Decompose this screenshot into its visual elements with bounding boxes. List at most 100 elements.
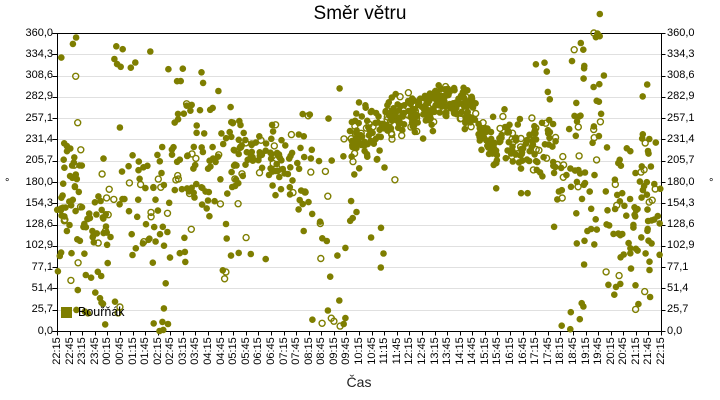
data-point: [552, 163, 559, 171]
data-point: [67, 276, 75, 285]
x-tick-label: 02:15: [151, 337, 164, 365]
data-point: [222, 134, 230, 142]
x-tick-label: 09:45: [340, 337, 353, 365]
data-point: [602, 188, 610, 195]
data-point: [294, 159, 301, 167]
data-point: [217, 176, 224, 183]
data-point: [100, 155, 107, 162]
data-point: [613, 191, 621, 199]
data-point: [300, 133, 308, 140]
data-point: [98, 170, 106, 178]
data-point: [493, 159, 500, 167]
data-point: [396, 92, 404, 101]
x-tick-label: 10:45: [365, 337, 378, 365]
data-point: [133, 213, 141, 221]
x-tick-label: 09:15: [327, 337, 340, 365]
data-point: [469, 114, 476, 122]
data-point: [525, 157, 533, 165]
data-point: [421, 94, 429, 101]
data-point: [301, 188, 309, 196]
data-point: [388, 130, 396, 139]
data-point: [364, 140, 372, 148]
data-point: [559, 152, 567, 161]
y-tick-label: 102,9: [667, 239, 695, 252]
data-point: [589, 139, 596, 147]
data-point: [635, 300, 642, 308]
data-point: [380, 250, 387, 257]
data-point: [176, 156, 184, 163]
data-point: [81, 308, 89, 315]
data-point: [81, 250, 88, 257]
data-point: [178, 185, 186, 193]
data-point: [308, 146, 316, 154]
y-tick-label: 308,6: [25, 69, 53, 82]
data-point: [182, 100, 191, 108]
data-point: [168, 146, 176, 153]
y-tick-label: 128,6: [25, 218, 53, 231]
data-point: [516, 115, 524, 123]
data-point: [524, 189, 531, 197]
data-point: [163, 209, 172, 218]
data-point: [587, 225, 595, 233]
data-point: [211, 197, 218, 205]
data-point: [409, 113, 417, 121]
data-point: [376, 147, 383, 154]
data-point: [235, 179, 242, 187]
y-tick-label: 282,9: [25, 90, 53, 103]
data-point: [152, 196, 159, 203]
y-tick-label: 257,1: [667, 111, 695, 124]
data-point: [204, 197, 212, 204]
data-point: [580, 75, 587, 82]
data-point: [240, 129, 247, 137]
data-point: [541, 141, 549, 148]
data-point: [85, 210, 93, 217]
data-point: [580, 181, 588, 189]
data-point: [188, 150, 196, 158]
data-point: [111, 298, 119, 306]
data-point: [358, 141, 365, 149]
data-point: [581, 169, 589, 176]
data-point: [363, 117, 371, 125]
data-point: [165, 199, 173, 207]
data-point: [638, 194, 645, 201]
data-point: [643, 178, 651, 186]
x-tick-label: 05:45: [239, 337, 252, 365]
y-tick-label: 51,4: [667, 281, 689, 294]
data-point: [228, 168, 235, 176]
data-point: [128, 230, 135, 238]
data-point: [396, 114, 404, 121]
data-point: [443, 112, 450, 120]
data-point: [71, 154, 78, 161]
data-point: [420, 105, 428, 113]
data-point: [135, 166, 142, 174]
data-point: [391, 176, 399, 184]
data-point: [435, 102, 443, 109]
data-point: [590, 83, 597, 91]
data-point: [156, 158, 164, 165]
data-point: [318, 319, 326, 327]
data-point: [229, 119, 237, 127]
data-point: [577, 39, 585, 47]
data-point: [625, 239, 632, 247]
data-point: [238, 170, 246, 178]
data-point: [150, 184, 157, 192]
data-point: [449, 100, 457, 107]
data-point: [617, 280, 624, 288]
x-tick-label: 03:45: [189, 337, 202, 365]
data-point: [160, 181, 168, 189]
data-point: [618, 189, 626, 197]
data-point: [654, 212, 662, 220]
x-tick-label: 02:45: [164, 337, 177, 365]
data-point: [207, 163, 214, 170]
data-point: [198, 201, 206, 208]
y-tick-label: 334,3: [667, 47, 695, 60]
data-point: [350, 143, 358, 150]
x-tick-label: 01:45: [139, 337, 152, 365]
data-point: [224, 190, 231, 197]
data-point: [552, 138, 559, 145]
x-tick-label: 08:15: [302, 337, 315, 365]
data-point: [235, 249, 242, 257]
data-point: [192, 154, 200, 163]
data-point: [110, 195, 118, 204]
